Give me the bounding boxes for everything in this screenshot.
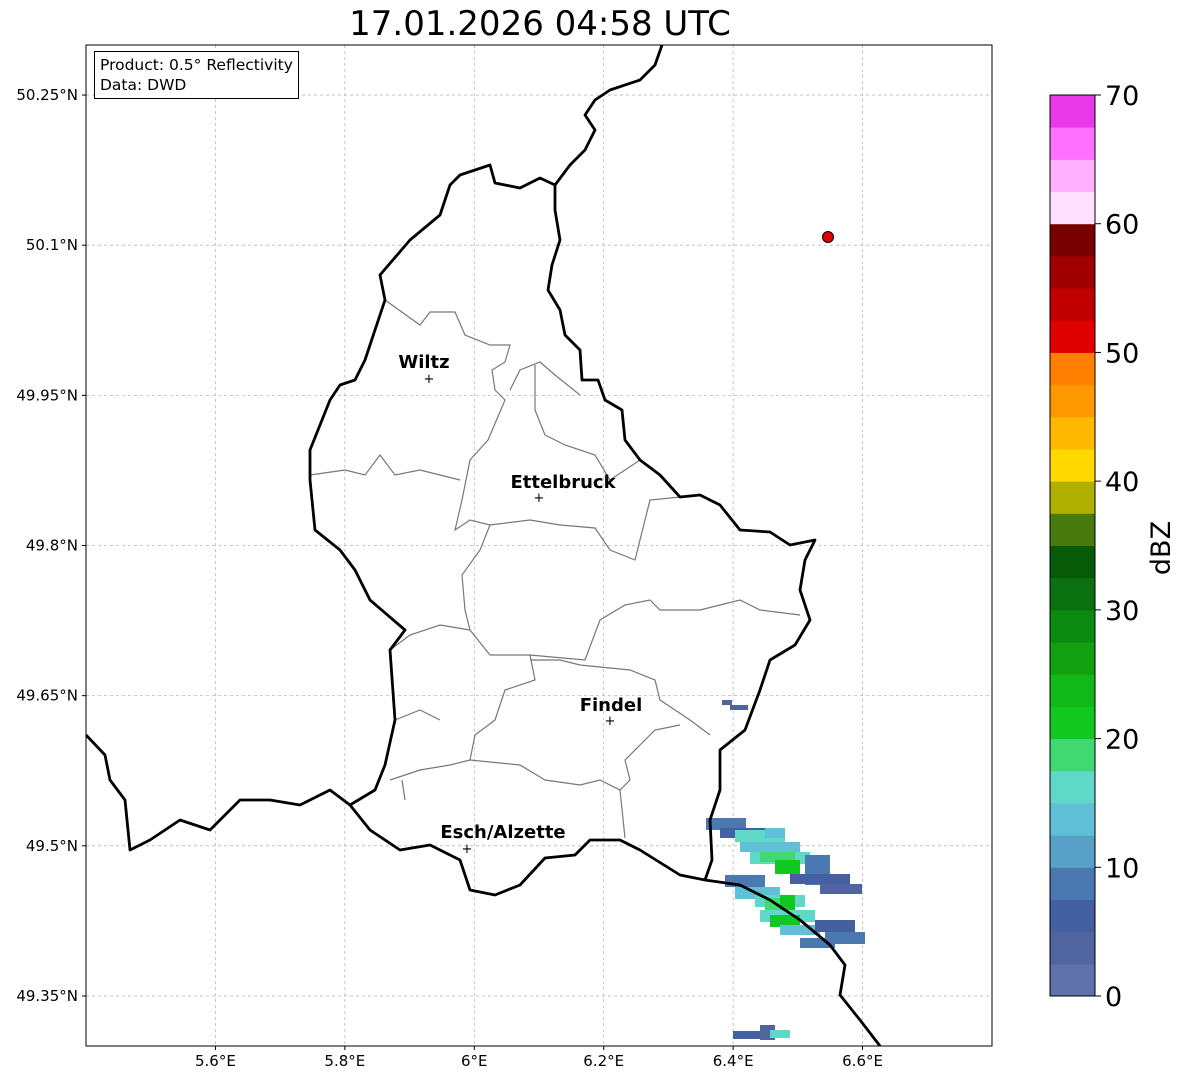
colorbar-tick-label: 30 xyxy=(1105,596,1139,627)
city-label: Wiltz xyxy=(398,352,449,373)
colorbar-band xyxy=(1050,867,1095,900)
colorbar-band xyxy=(1050,642,1095,675)
city-label: Ettelbruck xyxy=(510,472,616,493)
colorbar-band xyxy=(1050,802,1095,836)
colorbar-band xyxy=(1050,513,1095,546)
radar-site-marker xyxy=(822,231,834,243)
colorbar-tick-label: 40 xyxy=(1105,467,1139,498)
colorbar-band xyxy=(1050,609,1095,643)
lat-tick-label: 49.35°N xyxy=(16,987,78,1005)
colorbar-band xyxy=(1050,127,1095,160)
city-marker-icon: + xyxy=(605,714,616,729)
colorbar-band xyxy=(1050,577,1095,611)
colorbar-band xyxy=(1050,770,1095,804)
colorbar-label: dBZ xyxy=(1146,521,1177,575)
city-label: Esch/Alzette xyxy=(440,822,565,843)
city-findel: Findel+ xyxy=(580,695,643,729)
lon-tick-label: 6°E xyxy=(461,1052,488,1070)
colorbar-band xyxy=(1050,706,1095,740)
data-source-text: Data: DWD xyxy=(100,76,187,94)
city-markers: Wiltz+ Ettelbruck+ Findel+ Esch/Alzette+ xyxy=(398,352,642,857)
colorbar-band xyxy=(1050,191,1095,225)
colorbar-band xyxy=(1050,545,1095,579)
colorbar-band xyxy=(1050,931,1095,965)
lat-tick-label: 50.25°N xyxy=(16,86,78,104)
colorbar: 0 10 20 30 40 50 60 70 xyxy=(1049,81,1139,1013)
colorbar-band xyxy=(1050,738,1095,772)
colorbar-band xyxy=(1050,448,1095,482)
colorbar-band xyxy=(1050,835,1095,868)
city-marker-icon: + xyxy=(424,372,435,387)
colorbar-tick-label: 10 xyxy=(1105,853,1139,884)
colorbar-band xyxy=(1050,674,1095,707)
colorbar-tick-label: 60 xyxy=(1105,210,1139,241)
colorbar-band xyxy=(1050,320,1095,353)
colorbar-band xyxy=(1050,416,1095,450)
colorbar-band xyxy=(1050,288,1095,321)
city-marker-icon: + xyxy=(534,491,545,506)
lat-tick-label: 50.1°N xyxy=(26,236,78,254)
lat-tick-label: 49.5°N xyxy=(26,837,78,855)
lat-tick-label: 49.8°N xyxy=(26,537,78,555)
info-box: Product: 0.5° Reflectivity Data: DWD xyxy=(94,51,299,99)
colorbar-tick-label: 50 xyxy=(1105,338,1139,369)
lat-tick-label: 49.65°N xyxy=(16,687,78,705)
canton-borders xyxy=(309,299,801,839)
lon-tick-label: 6.6°E xyxy=(842,1052,883,1070)
colorbar-band xyxy=(1050,384,1095,418)
colorbar-band xyxy=(1050,95,1095,128)
city-esch-alzette: Esch/Alzette+ xyxy=(440,822,565,857)
map-title: 17.01.2026 04:58 UTC xyxy=(349,4,731,44)
product-text: Product: 0.5° Reflectivity xyxy=(100,56,293,74)
city-label: Findel xyxy=(580,695,643,716)
lon-tick-label: 6.2°E xyxy=(583,1052,624,1070)
lon-tick-label: 6.4°E xyxy=(713,1052,754,1070)
gridlines xyxy=(86,45,992,1046)
lat-tick-label: 49.95°N xyxy=(16,386,78,404)
city-ettelbruck: Ettelbruck+ xyxy=(510,472,616,506)
colorbar-frame xyxy=(1049,94,1096,997)
colorbar-band xyxy=(1050,352,1095,386)
colorbar-tick-label: 0 xyxy=(1105,982,1122,1013)
colorbar-band xyxy=(1050,899,1095,933)
axis-ticks: 5.6°E 5.8°E 6°E 6.2°E 6.4°E 6.6°E 50.25°N 50.1°… xyxy=(16,86,883,1070)
lon-tick-label: 5.6°E xyxy=(195,1052,236,1070)
colorbar-band xyxy=(1050,223,1095,257)
colorbar-band xyxy=(1050,481,1095,514)
country-borders xyxy=(86,45,882,1046)
colorbar-band xyxy=(1050,159,1095,193)
colorbar-band xyxy=(1050,963,1095,997)
lon-tick-label: 5.8°E xyxy=(324,1052,365,1070)
city-wiltz: Wiltz+ xyxy=(398,352,449,387)
colorbar-band xyxy=(1050,255,1095,289)
city-marker-icon: + xyxy=(462,842,473,857)
colorbar-tick-label: 20 xyxy=(1105,725,1139,756)
colorbar-tick-label: 70 xyxy=(1105,81,1139,112)
